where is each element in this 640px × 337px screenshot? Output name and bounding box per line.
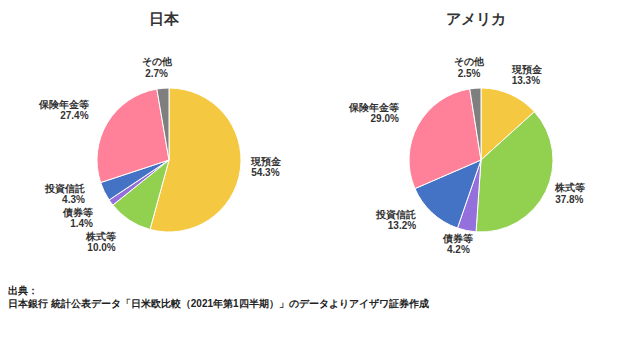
svg-text:現預金54.3%: 現預金54.3% — [250, 156, 282, 179]
svg-text:株式等10.0%: 株式等10.0% — [85, 231, 116, 254]
svg-text:株式等37.8%: 株式等37.8% — [554, 182, 585, 205]
svg-text:その他2.7%: その他2.7% — [142, 56, 173, 79]
svg-text:その他2.5%: その他2.5% — [454, 56, 485, 78]
svg-text:投資信託4.3%: 投資信託4.3% — [44, 183, 85, 206]
svg-text:債券等4.2%: 債券等4.2% — [442, 233, 473, 256]
svg-text:保険年金等27.4%: 保険年金等27.4% — [38, 99, 89, 122]
svg-text:投資信託13.2%: 投資信託13.2% — [375, 209, 416, 232]
svg-text:現預金13.3%: 現預金13.3% — [511, 64, 543, 86]
svg-text:保険年金等29.0%: 保険年金等29.0% — [348, 102, 399, 125]
html-text:日本: 日本 — [149, 10, 179, 27]
html-text:日本銀行 統計公表データ「日米欧比較（2021年第1四半期）: 日本銀行 統計公表データ「日米欧比較（2021年第1四半期）」のデータよりアイザ… — [8, 298, 429, 309]
svg-text:債券等1.4%: 債券等1.4% — [62, 207, 93, 230]
html-text:出典：: 出典： — [8, 285, 38, 296]
html-text:アメリカ: アメリカ — [446, 10, 506, 27]
